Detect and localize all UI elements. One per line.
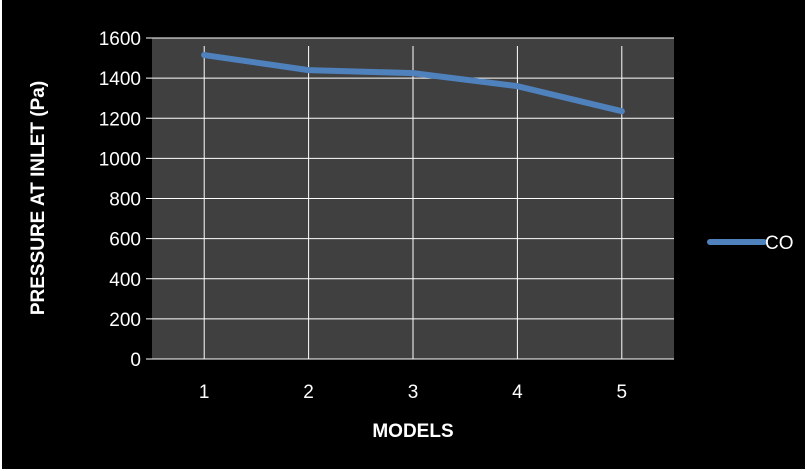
x-tick-label-3: 3 — [408, 382, 419, 403]
x-tick-label-4: 4 — [512, 382, 523, 403]
y-tick-label-800: 800 — [109, 190, 141, 211]
y-tick-label-600: 600 — [109, 230, 141, 251]
y-tick-label-400: 400 — [109, 270, 141, 291]
data-point-co-3 — [410, 70, 416, 77]
legend-label-co: CO — [765, 233, 794, 254]
legend: CO — [707, 233, 794, 254]
y-axis-title: PRESSURE AT INLET (Pa) — [28, 81, 49, 315]
y-tick-label-200: 200 — [109, 310, 141, 331]
y-tick-label-0: 0 — [130, 350, 141, 371]
data-point-co-4 — [514, 83, 521, 90]
x-tick-label-5: 5 — [617, 382, 628, 403]
y-tick-label-1000: 1000 — [99, 149, 141, 170]
y-tick-label-1600: 1600 — [99, 29, 141, 50]
x-axis-title: MODELS — [372, 421, 453, 442]
x-tick-label-2: 2 — [303, 382, 314, 403]
x-tick-label-1: 1 — [199, 382, 210, 403]
y-tick-label-1400: 1400 — [99, 69, 141, 90]
data-point-co-5 — [618, 108, 625, 115]
data-point-co-1 — [201, 52, 208, 59]
y-tick-label-1200: 1200 — [99, 109, 141, 130]
data-point-co-2 — [305, 67, 312, 74]
